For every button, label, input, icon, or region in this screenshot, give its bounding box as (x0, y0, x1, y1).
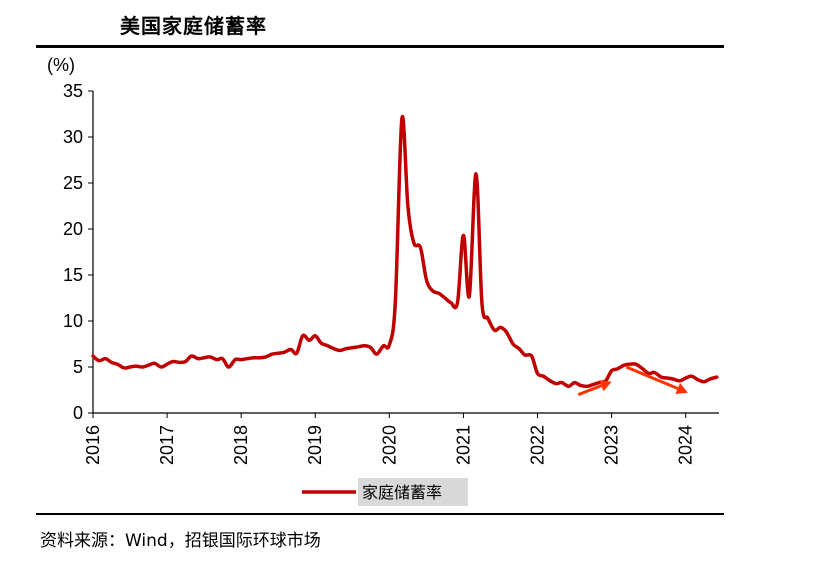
x-tick-label: 2023 (602, 425, 622, 465)
annotation-arrow-head (675, 383, 688, 394)
series-line-0 (91, 114, 719, 389)
legend: 家庭储蓄率 (302, 478, 468, 506)
legend-entry-label: 家庭储蓄率 (362, 483, 442, 502)
x-tick-label: 2017 (157, 425, 177, 465)
series-group (91, 114, 719, 389)
y-tick-label: 35 (63, 81, 83, 101)
chart-axes (88, 90, 719, 418)
annotation-arrows (577, 365, 688, 396)
bottom-rule (36, 513, 724, 515)
y-tick-label: 10 (63, 311, 83, 331)
y-tick-label: 0 (73, 403, 83, 423)
annotation-arrow-head (599, 380, 612, 392)
annotation-arrow-shaft (625, 365, 679, 390)
y-tick-label: 5 (73, 357, 83, 377)
y-tick-labels: 0 5 10 15 20 25 30 35 (63, 81, 83, 423)
annotation-arrow-shaft (577, 384, 602, 396)
top-rule (36, 45, 724, 48)
x-tick-label: 2019 (305, 425, 325, 465)
x-tick-label: 2018 (231, 425, 251, 465)
y-tick-label: 25 (63, 173, 83, 193)
legend-label-background (358, 478, 468, 506)
x-tick-label: 2024 (676, 425, 696, 465)
y-tick-label: 30 (63, 127, 83, 147)
x-tick-label: 2021 (453, 425, 473, 465)
y-tick-label: 20 (63, 219, 83, 239)
x-tick-label: 2016 (83, 425, 103, 465)
y-axis-unit-label: (%) (47, 55, 75, 75)
x-tick-labels: 2016 2017 2018 2019 2020 2021 2022 2023 2024 (83, 425, 696, 465)
y-tick-label: 15 (63, 265, 83, 285)
source-note: 资料来源：Wind，招银国际环球市场 (40, 531, 321, 551)
chart-title: 美国家庭储蓄率 (120, 14, 267, 38)
x-tick-label: 2020 (379, 425, 399, 465)
x-tick-label: 2022 (527, 425, 547, 465)
